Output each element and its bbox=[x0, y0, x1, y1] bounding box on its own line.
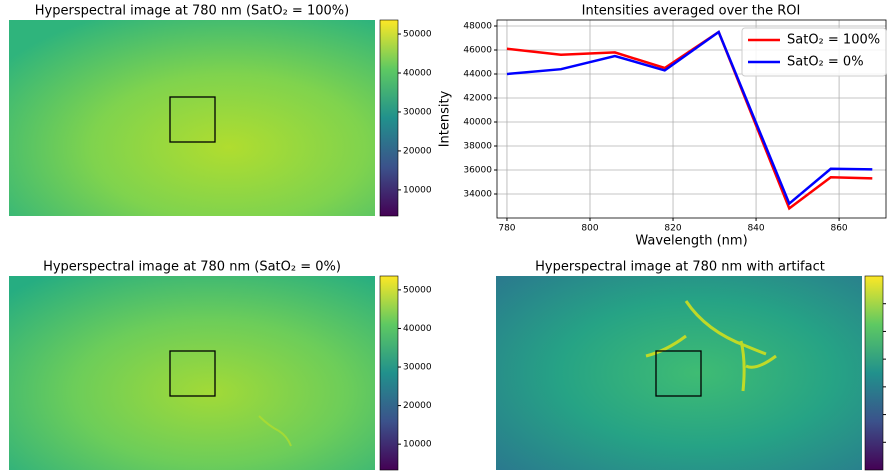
line-series bbox=[506, 30, 873, 206]
roi bbox=[655, 350, 702, 397]
colorbar-tick-label: 20000 bbox=[403, 146, 432, 156]
y-tick-label: 42000 bbox=[463, 94, 492, 104]
y-tick-label: 40000 bbox=[463, 118, 492, 128]
artifact bbox=[645, 300, 777, 392]
colorbar bbox=[379, 275, 399, 471]
panel-title: Hyperspectral image at 780 nm (SatO₂ = 0… bbox=[43, 260, 341, 275]
colorbar-tick-label: 30000 bbox=[403, 363, 432, 373]
legend-label: SatO₂ = 100% bbox=[787, 33, 880, 48]
legend-label: SatO₂ = 0% bbox=[787, 55, 864, 70]
panel-title: Intensities averaged over the ROI bbox=[582, 4, 801, 19]
x-tick-label: 840 bbox=[747, 224, 764, 234]
colorbar-tick-label: 40000 bbox=[403, 324, 432, 334]
colorbar bbox=[379, 19, 399, 217]
colorbar-tick-label: 20000 bbox=[403, 401, 432, 411]
roi bbox=[169, 350, 216, 397]
y-tick-label: 36000 bbox=[463, 166, 492, 176]
colorbar bbox=[864, 275, 884, 471]
colorbar-tick-label: 40000 bbox=[403, 68, 432, 78]
image bbox=[9, 20, 375, 216]
y-tick-label: 34000 bbox=[463, 190, 492, 200]
panel-title: Hyperspectral image at 780 nm (SatO₂ = 1… bbox=[35, 4, 349, 19]
x-tick-label: 780 bbox=[498, 224, 515, 234]
colorbar-tick-label: 10000 bbox=[403, 440, 432, 450]
panel-title: Hyperspectral image at 780 nm with artif… bbox=[535, 260, 825, 275]
colorbar-tick-label: 50000 bbox=[403, 285, 432, 295]
streak bbox=[258, 415, 292, 447]
image bbox=[9, 276, 375, 470]
y-axis-label: Intensity bbox=[438, 90, 453, 147]
x-tick-label: 860 bbox=[830, 224, 847, 234]
x-tick-label: 800 bbox=[581, 224, 598, 234]
colorbar-tick-label: 50000 bbox=[403, 30, 432, 40]
x-axis-label: Wavelength (nm) bbox=[635, 234, 747, 249]
y-tick-label: 38000 bbox=[463, 142, 492, 152]
colorbar-tick-label: 10000 bbox=[403, 185, 432, 195]
roi bbox=[169, 96, 216, 143]
colorbar-tick-label: 30000 bbox=[403, 107, 432, 117]
x-tick-label: 820 bbox=[664, 224, 681, 234]
y-tick-label: 48000 bbox=[463, 22, 492, 32]
image bbox=[496, 276, 862, 470]
plot-frame bbox=[496, 19, 887, 219]
y-tick-label: 44000 bbox=[463, 70, 492, 80]
y-tick-label: 46000 bbox=[463, 46, 492, 56]
